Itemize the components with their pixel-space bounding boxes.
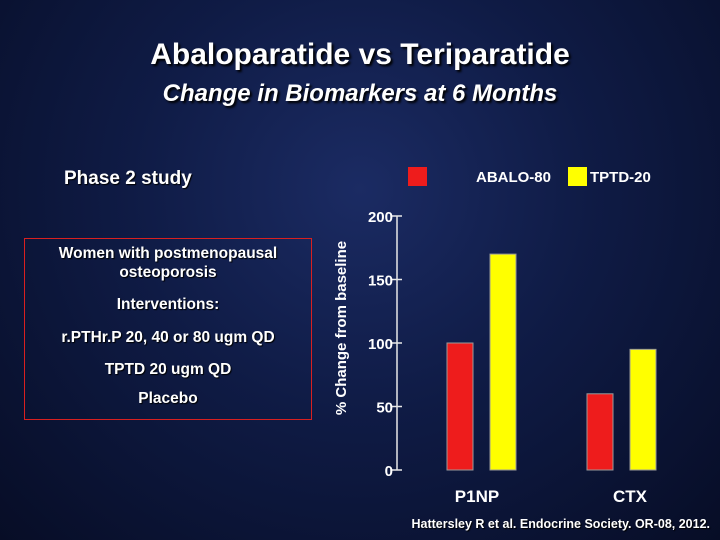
info-line-abalo-doses: r.PTHr.P 20, 40 or 80 ugm QD	[61, 329, 275, 346]
legend-label-tptd-20: TPTD-20	[590, 169, 651, 186]
info-line-population-cont: osteoporosis	[119, 264, 217, 281]
y-tick-label: 0	[385, 463, 393, 480]
study-info-box: Women with postmenopausal osteoporosis I…	[24, 238, 312, 420]
slide-title: Abaloparatide vs Teriparatide	[150, 38, 570, 71]
slide-subtitle: Change in Biomarkers at 6 Months	[162, 80, 558, 107]
category-label: P1NP	[455, 487, 499, 506]
y-tick-label: 200	[368, 209, 393, 226]
study-label: Phase 2 study	[64, 168, 192, 189]
info-line-placebo: Placebo	[138, 390, 198, 407]
bar-ctx-tptd-20	[629, 348, 657, 471]
y-tick-label: 150	[368, 273, 393, 290]
legend-label-abalo-80: ABALO-80	[476, 169, 551, 186]
bar-p1np-tptd-20	[489, 253, 517, 471]
bar-p1np-abalo-80	[446, 342, 474, 471]
bar-ctx-abalo-80	[586, 393, 614, 471]
legend-swatch-abalo-80	[408, 167, 427, 186]
y-tick-label: 100	[368, 336, 393, 353]
info-line-tptd-dose: TPTD 20 ugm QD	[104, 361, 232, 378]
info-line-population: Women with postmenopausal	[58, 245, 278, 262]
category-label: CTX	[613, 487, 648, 506]
y-tick-label: 50	[376, 400, 393, 417]
legend-swatch-tptd-20	[568, 167, 587, 186]
citation: Hattersley R et al. Endocrine Society. O…	[411, 517, 711, 531]
y-axis-title: % Change from baseline	[333, 241, 350, 415]
info-line-interventions: Interventions:	[116, 296, 220, 313]
